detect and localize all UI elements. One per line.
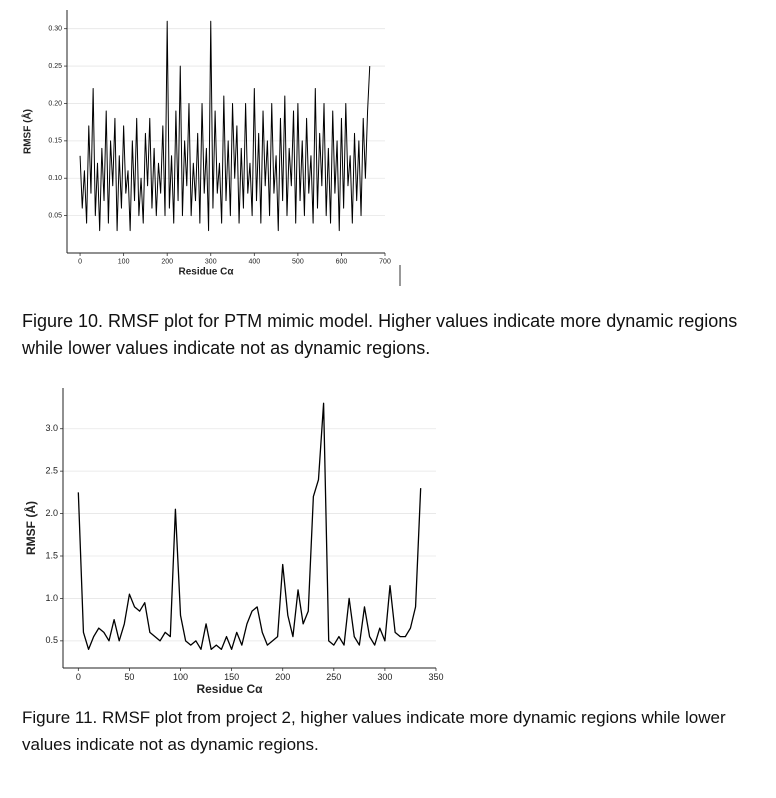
x-tick-label: 600 (336, 258, 348, 265)
x-tick-label: 200 (275, 672, 290, 682)
x-tick-label: 100 (173, 672, 188, 682)
y-tick-label: 1.5 (45, 550, 58, 560)
x-tick-label: 300 (205, 258, 217, 265)
x-tick-label: 400 (248, 258, 260, 265)
rmsf-line (79, 20, 371, 232)
y-tick-label: 0.20 (48, 100, 62, 107)
y-tick-label: 2.5 (45, 466, 58, 476)
x-tick-label: 50 (124, 672, 134, 682)
y-tick-label: 2.0 (45, 508, 58, 518)
y-tick-label: 1.0 (45, 593, 58, 603)
x-tick-label: 350 (428, 672, 443, 682)
x-tick-label: 300 (377, 672, 392, 682)
y-axis-label: RMSF (Å) (23, 501, 38, 555)
x-tick-label: 200 (161, 258, 173, 265)
y-tick-label: 0.05 (48, 212, 62, 219)
y-tick-label: 0.25 (48, 63, 62, 70)
figure-caption: Figure 10. RMSF plot for PTM mimic model… (22, 311, 738, 358)
rmsf-line (77, 402, 422, 650)
x-tick-label: 700 (379, 258, 391, 265)
y-axis-label: RMSF (Å) (21, 109, 34, 154)
x-tick-label: 100 (118, 258, 130, 265)
x-axis-label: Residue Cα (178, 267, 234, 278)
y-tick-label: 0.15 (48, 138, 62, 145)
x-axis-label: Residue Cα (196, 682, 263, 696)
x-tick-label: 500 (292, 258, 304, 265)
x-tick-label: 0 (78, 258, 82, 265)
x-tick-label: 0 (76, 672, 81, 682)
y-tick-label: 0.30 (48, 26, 62, 33)
y-tick-label: 0.5 (45, 635, 58, 645)
figure-caption: Figure 11. RMSF plot from project 2, hig… (22, 708, 726, 754)
y-tick-label: 0.10 (48, 175, 62, 182)
y-tick-label: 3.0 (45, 423, 58, 433)
x-tick-label: 150 (224, 672, 239, 682)
x-tick-label: 250 (326, 672, 341, 682)
